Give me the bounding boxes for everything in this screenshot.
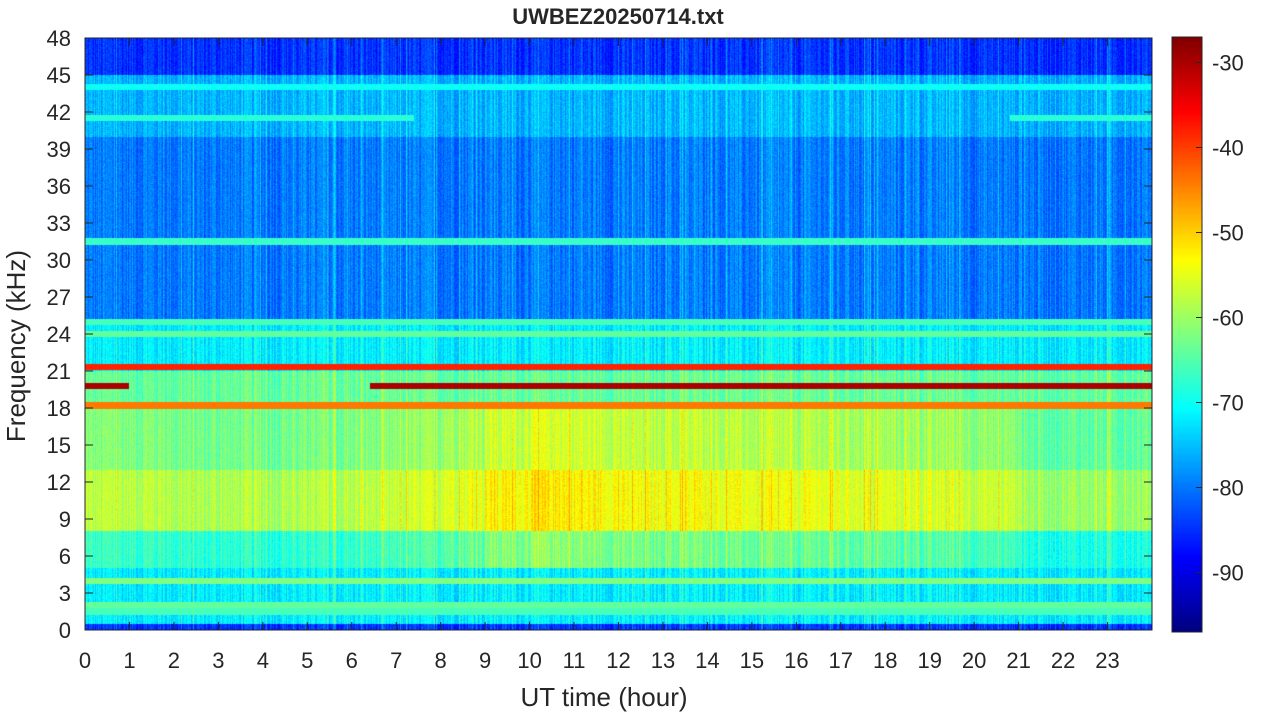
colorbar-tick-label: -40 [1212,136,1244,161]
x-tick-label: 20 [962,648,986,673]
x-tick-label: 12 [606,648,630,673]
y-tick-label: 21 [47,359,71,384]
y-tick-label: 30 [47,248,71,273]
x-tick-label: 6 [346,648,358,673]
x-tick-label: 9 [479,648,491,673]
colorbar-ticks: -30 -40 -50 -60 -70 -80 -90 [1196,51,1244,586]
x-tick-label: 17 [829,648,853,673]
y-tick-label: 18 [47,396,71,421]
x-tick-label: 1 [123,648,135,673]
x-tick-label: 8 [435,648,447,673]
x-tick-label: 4 [257,648,269,673]
spectrogram-heatmap [85,38,1152,630]
y-tick-label: 15 [47,433,71,458]
x-tick-label: 7 [390,648,402,673]
y-tick-label: 24 [47,322,71,347]
x-tick-label: 14 [695,648,719,673]
x-tick-label: 18 [873,648,897,673]
y-axis-label: Frequency (kHz) [1,250,31,442]
y-tick-label: 42 [47,100,71,125]
colorbar-container [1172,37,1202,632]
x-tick-label: 23 [1095,648,1119,673]
colorbar-tick-label: -30 [1212,51,1244,76]
y-tick-label: 36 [47,174,71,199]
colorbar-frame [1171,36,1203,633]
colorbar [1172,37,1202,632]
y-tick-label: 45 [47,63,71,88]
colorbar-tick-label: -70 [1212,391,1244,416]
x-tick-label: 19 [917,648,941,673]
colorbar-tick-label: -90 [1212,561,1244,586]
y-tick-label: 33 [47,211,71,236]
x-tick-label: 3 [212,648,224,673]
y-tick-label: 6 [59,544,71,569]
x-tick-label: 5 [301,648,313,673]
y-tick-label: 27 [47,285,71,310]
x-tick-label: 13 [651,648,675,673]
x-tick-label: 22 [1051,648,1075,673]
y-tick-label: 48 [47,26,71,51]
chart-title: UWBEZ20250714.txt [512,4,724,29]
x-tick-label: 15 [740,648,764,673]
x-tick-label: 2 [168,648,180,673]
colorbar-tick-label: -60 [1212,306,1244,331]
spectrogram-image-container [85,38,1152,630]
y-tick-label: 39 [47,137,71,162]
y-tick-label: 12 [47,470,71,495]
x-tick-label: 0 [79,648,91,673]
x-tick-label: 21 [1006,648,1030,673]
y-tick-label: 0 [59,618,71,643]
x-axis: 0 1 2 3 4 5 6 7 8 9 10 11 12 13 14 15 16 17 18 19 20 21 22 23 [79,38,1120,673]
x-tick-label: 10 [517,648,541,673]
colorbar-tick-label: -80 [1212,476,1244,501]
x-tick-label: 16 [784,648,808,673]
y-tick-label: 3 [59,581,71,606]
y-tick-label: 9 [59,507,71,532]
colorbar-tick-label: -50 [1212,221,1244,246]
x-axis-label: UT time (hour) [520,682,687,712]
x-tick-label: 11 [563,648,586,673]
